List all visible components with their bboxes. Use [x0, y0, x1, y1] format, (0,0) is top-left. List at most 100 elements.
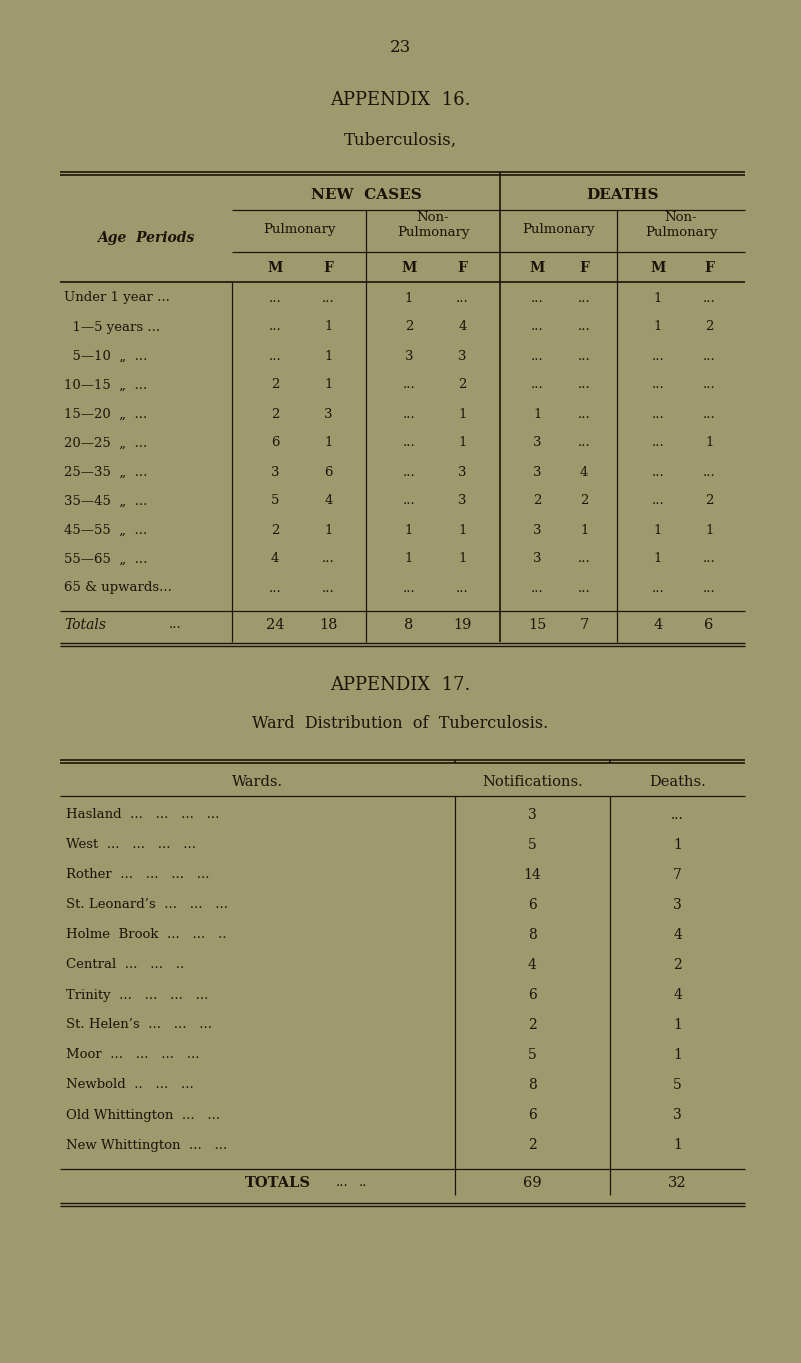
Text: 20—25  „  ...: 20—25 „ ...	[64, 436, 147, 450]
Text: Newbold  ..   ...   ...: Newbold .. ... ...	[66, 1078, 194, 1092]
Text: Wards.: Wards.	[232, 776, 283, 789]
Text: ...: ...	[456, 292, 469, 304]
Text: 3: 3	[405, 349, 413, 363]
Text: ...: ...	[322, 292, 335, 304]
Text: ...: ...	[403, 495, 415, 507]
Text: 2: 2	[271, 408, 279, 421]
Text: ...: ...	[322, 552, 335, 566]
Text: 2: 2	[580, 495, 589, 507]
Text: ...: ...	[403, 408, 415, 421]
Text: Under 1 year ...: Under 1 year ...	[64, 292, 170, 304]
Text: ...: ...	[531, 582, 544, 594]
Text: 3: 3	[673, 1108, 682, 1122]
Text: 4: 4	[673, 928, 682, 942]
Text: 15—20  „  ...: 15—20 „ ...	[64, 408, 147, 421]
Text: 8: 8	[528, 928, 537, 942]
Text: 1: 1	[458, 436, 467, 450]
Text: 2: 2	[533, 495, 541, 507]
Text: 3: 3	[673, 898, 682, 912]
Text: APPENDIX  16.: APPENDIX 16.	[330, 91, 470, 109]
Text: ...: ...	[702, 408, 715, 421]
Text: 1: 1	[673, 1138, 682, 1152]
Text: Old Whittington  ...   ...: Old Whittington ... ...	[66, 1108, 220, 1122]
Text: 2: 2	[705, 495, 714, 507]
Text: ...: ...	[578, 436, 590, 450]
Text: 1: 1	[324, 349, 332, 363]
Text: M: M	[401, 260, 417, 275]
Text: Age  Periods: Age Periods	[98, 230, 195, 245]
Text: 5: 5	[528, 1048, 537, 1062]
Text: 23: 23	[389, 40, 411, 56]
Text: ...: ...	[671, 808, 684, 822]
Text: 4: 4	[528, 958, 537, 972]
Text: 1—5 years ...: 1—5 years ...	[64, 320, 160, 334]
Text: ...: ...	[651, 408, 664, 421]
Text: 1: 1	[324, 320, 332, 334]
Text: 5: 5	[528, 838, 537, 852]
Text: 6: 6	[528, 898, 537, 912]
Text: 3: 3	[533, 523, 541, 537]
Text: F: F	[324, 260, 333, 275]
Text: ...: ...	[578, 582, 590, 594]
Text: St. Leonard’s  ...   ...   ...: St. Leonard’s ... ... ...	[66, 898, 228, 912]
Text: 3: 3	[458, 349, 467, 363]
Text: ...: ...	[268, 349, 281, 363]
Text: 4: 4	[458, 320, 467, 334]
Text: M: M	[529, 260, 545, 275]
Text: 1: 1	[324, 379, 332, 391]
Text: 3: 3	[458, 466, 467, 478]
Text: M: M	[650, 260, 666, 275]
Text: 3: 3	[458, 495, 467, 507]
Text: ...: ...	[403, 582, 415, 594]
Text: Deaths.: Deaths.	[649, 776, 706, 789]
Text: 19: 19	[453, 617, 472, 632]
Text: ..: ..	[358, 1176, 367, 1190]
Text: ...: ...	[531, 379, 544, 391]
Text: 1: 1	[405, 552, 413, 566]
Text: ...: ...	[268, 292, 281, 304]
Text: ...: ...	[268, 320, 281, 334]
Text: Hasland  ...   ...   ...   ...: Hasland ... ... ... ...	[66, 808, 219, 822]
Text: 1: 1	[654, 552, 662, 566]
Text: 5—10  „  ...: 5—10 „ ...	[64, 349, 147, 363]
Text: St. Helen’s  ...   ...   ...: St. Helen’s ... ... ...	[66, 1018, 212, 1032]
Text: 1: 1	[705, 523, 714, 537]
Text: 5: 5	[673, 1078, 682, 1092]
Text: 1: 1	[673, 1018, 682, 1032]
Text: 1: 1	[533, 408, 541, 421]
Text: 4: 4	[673, 988, 682, 1002]
Text: 7: 7	[673, 868, 682, 882]
Text: ...: ...	[702, 379, 715, 391]
Text: 69: 69	[523, 1176, 541, 1190]
Text: TOTALS: TOTALS	[244, 1176, 311, 1190]
Text: 6: 6	[528, 1108, 537, 1122]
Text: 3: 3	[533, 466, 541, 478]
Text: 2: 2	[271, 379, 279, 391]
Text: ...: ...	[651, 466, 664, 478]
Text: ...: ...	[531, 292, 544, 304]
Text: 1: 1	[654, 320, 662, 334]
Text: Pulmonary: Pulmonary	[263, 224, 336, 237]
Text: Central  ...   ...   ..: Central ... ... ..	[66, 958, 184, 972]
Text: ...: ...	[322, 582, 335, 594]
Text: 1: 1	[458, 408, 467, 421]
Text: 2: 2	[528, 1018, 537, 1032]
Text: 10—15  „  ...: 10—15 „ ...	[64, 379, 147, 391]
Text: ...: ...	[578, 552, 590, 566]
Text: ...: ...	[578, 349, 590, 363]
Text: ...: ...	[403, 466, 415, 478]
Text: ...: ...	[403, 379, 415, 391]
Text: Tuberculosis,: Tuberculosis,	[344, 131, 457, 149]
Text: ...: ...	[578, 408, 590, 421]
Text: Non-
Pulmonary: Non- Pulmonary	[396, 211, 469, 239]
Text: F: F	[704, 260, 714, 275]
Text: 1: 1	[458, 523, 467, 537]
Text: 1: 1	[324, 436, 332, 450]
Text: F: F	[579, 260, 590, 275]
Text: DEATHS: DEATHS	[586, 188, 658, 202]
Text: Rother  ...   ...   ...   ...: Rother ... ... ... ...	[66, 868, 210, 882]
Text: 45—55  „  ...: 45—55 „ ...	[64, 523, 147, 537]
Text: 25—35  „  ...: 25—35 „ ...	[64, 466, 147, 478]
Text: 3: 3	[528, 808, 537, 822]
Text: 35—45  „  ...: 35—45 „ ...	[64, 495, 147, 507]
